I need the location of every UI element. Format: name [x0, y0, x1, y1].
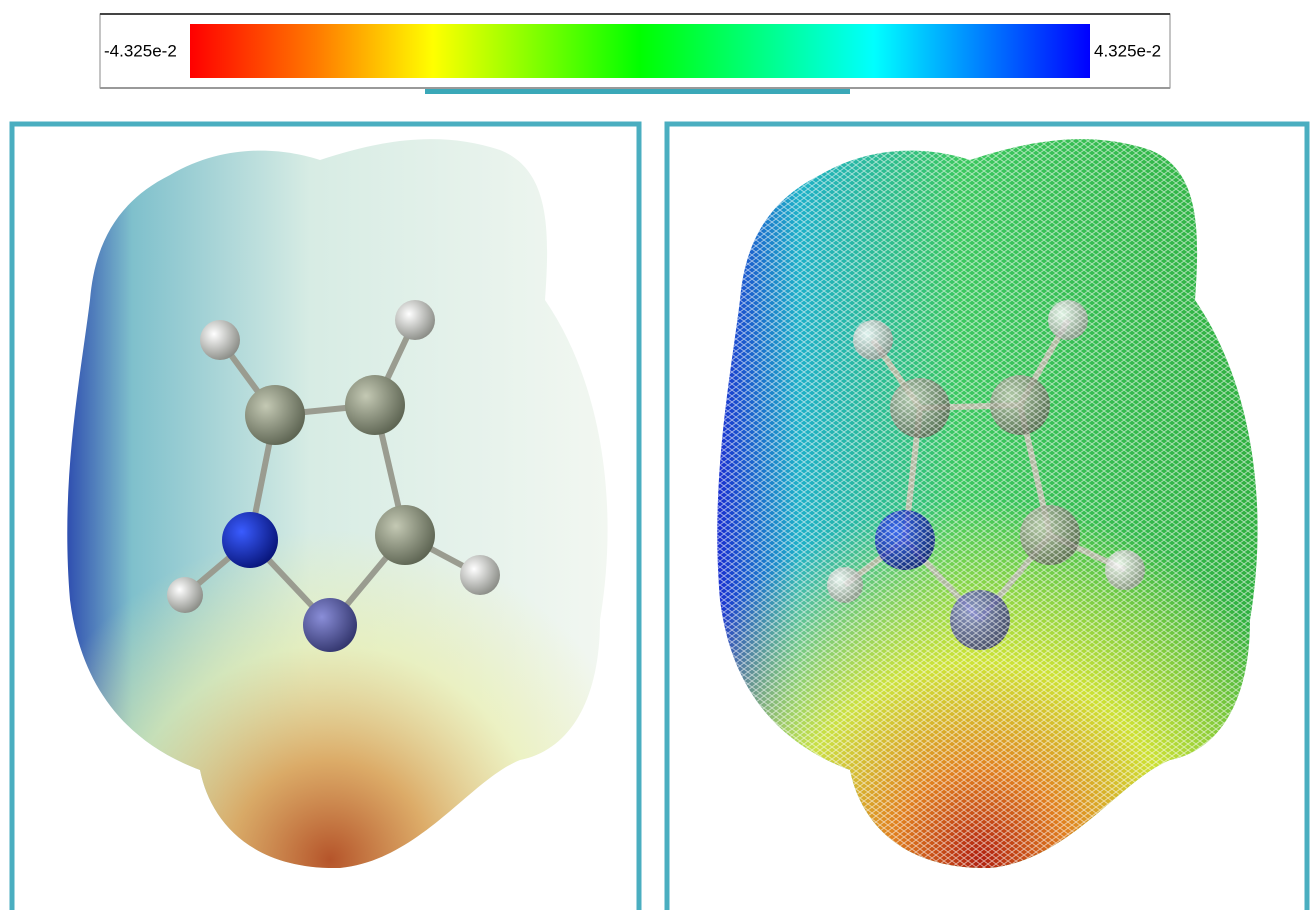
right-panel — [667, 124, 1307, 910]
colorbar: -4.325e-2 4.325e-2 — [100, 14, 1170, 94]
color-scale — [190, 24, 1090, 78]
figure: -4.325e-2 4.325e-2 — [0, 0, 1311, 910]
page: {"colorbar": {"min_label": "-4.325e-2", … — [0, 0, 1311, 910]
accent-line — [425, 89, 850, 94]
max-label: 4.325e-2 — [1094, 41, 1161, 60]
min-label: -4.325e-2 — [104, 41, 177, 60]
left-panel — [12, 124, 639, 910]
